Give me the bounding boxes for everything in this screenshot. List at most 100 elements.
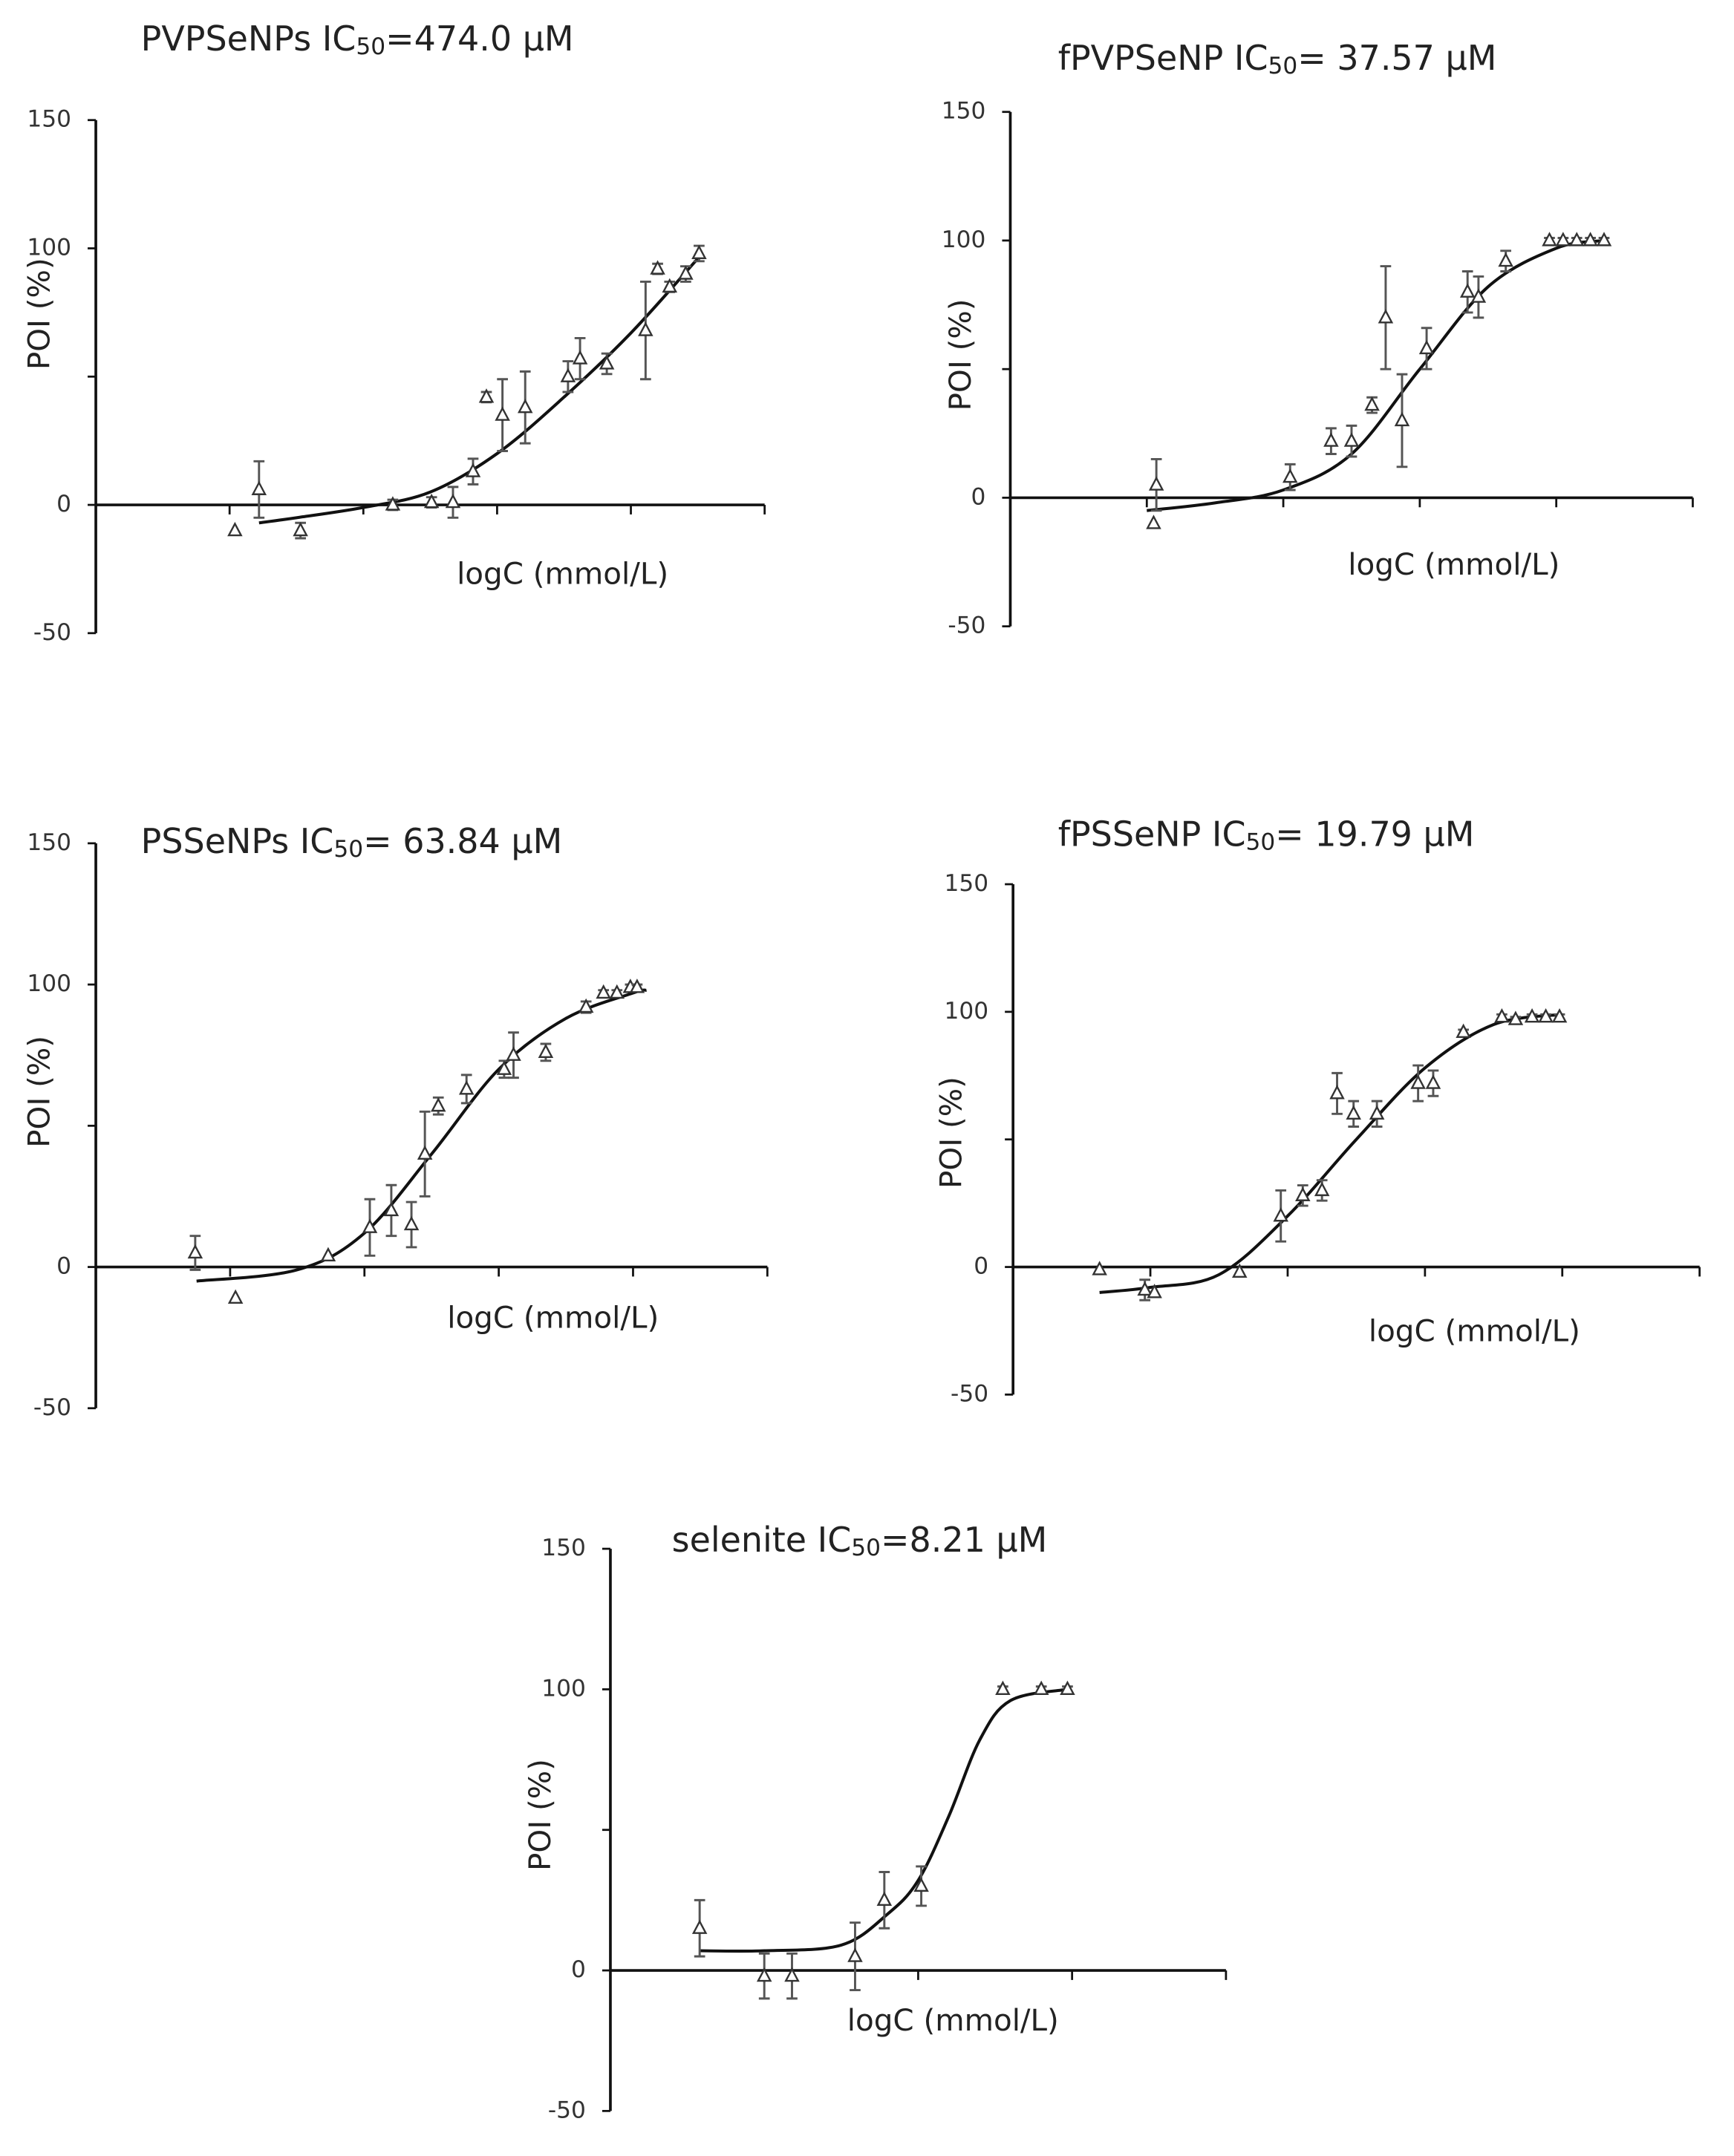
title-part: = 63.84 μM — [363, 820, 562, 860]
data-point — [385, 496, 401, 511]
data-point — [465, 463, 481, 477]
data-point — [1410, 1074, 1426, 1089]
data-point — [1555, 232, 1571, 246]
y-axis-label: POI (%) — [22, 258, 57, 370]
y-tick-label: 150 — [27, 829, 71, 856]
chart-title: selenite IC50=8.21 μM — [672, 1519, 1048, 1561]
title-part: selenite IC — [672, 1519, 852, 1559]
y-tick-label: 150 — [942, 98, 986, 125]
data-point — [458, 1080, 475, 1095]
data-point — [1092, 1261, 1107, 1275]
data-point — [1596, 232, 1612, 246]
data-point — [1282, 468, 1298, 483]
data-point — [227, 521, 243, 537]
data-point — [691, 244, 707, 260]
data-point — [227, 1289, 244, 1304]
y-tick-label: 0 — [971, 483, 986, 510]
data-point — [517, 399, 533, 414]
data-point — [1508, 1010, 1524, 1025]
data-point — [423, 493, 440, 509]
title-subscript: 50 — [356, 33, 385, 60]
data-point — [1394, 411, 1410, 427]
data-point — [445, 493, 461, 509]
data-point — [1146, 514, 1161, 529]
title-subscript: 50 — [333, 836, 363, 863]
x-axis-label: logC (mmol/L) — [847, 2002, 1059, 2038]
data-point — [293, 521, 308, 537]
data-point — [1418, 339, 1435, 355]
title-part: PVPSeNPs IC — [141, 19, 356, 59]
y-tick-label: 0 — [571, 1956, 586, 1983]
title-part: fPVPSeNP IC — [1058, 37, 1268, 77]
data-point — [1459, 283, 1476, 298]
fit-curve — [196, 988, 647, 1283]
data-point — [662, 278, 678, 293]
data-point — [1329, 1085, 1345, 1100]
y-tick-label: 0 — [56, 491, 71, 517]
data-point — [1148, 476, 1164, 491]
x-axis-label: logC (mmol/L) — [447, 1299, 659, 1335]
title-subscript: 50 — [1246, 829, 1276, 856]
data-point — [1568, 232, 1585, 246]
data-point — [495, 406, 510, 421]
data-point — [876, 1891, 893, 1907]
data-point — [1273, 1207, 1288, 1222]
data-point — [1494, 1007, 1510, 1023]
data-point — [1343, 432, 1360, 447]
data-point — [251, 480, 267, 495]
fit-curve — [1099, 1013, 1563, 1294]
chart-panel: fPVPSeNP IC50= 37.57 μM -50 0 100 150 logC (m… — [942, 37, 1694, 639]
y-tick-label: 100 — [27, 235, 71, 261]
title-part: PSSeNPs IC — [141, 820, 334, 860]
y-tick-label: -50 — [33, 1394, 71, 1421]
title-part: fPSSeNP IC — [1058, 814, 1246, 854]
y-axis-label: POI (%) — [942, 298, 978, 411]
x-axis-label: logC (mmol/L) — [1348, 546, 1559, 582]
y-tick-label: 100 — [942, 226, 986, 253]
data-point — [1378, 309, 1394, 324]
data-point — [784, 1967, 800, 1982]
y-tick-label: 100 — [944, 998, 988, 1025]
data-point — [1551, 1007, 1568, 1023]
chart-panel: fPSSeNP IC50= 19.79 μM -50 0 100 150 logC (mm… — [933, 814, 1701, 1407]
y-axis-label: POI (%) — [522, 1759, 558, 1871]
y-tick-label: -50 — [948, 612, 985, 639]
data-point — [995, 1680, 1011, 1696]
data-point — [1323, 432, 1339, 447]
fit-curve — [700, 1688, 1068, 1953]
data-point — [1498, 252, 1513, 267]
y-tick-label: 100 — [541, 1675, 586, 1702]
chart-title: PVPSeNPs IC50=474.0 μM — [141, 19, 574, 61]
y-tick-label: 150 — [944, 870, 988, 897]
data-point — [506, 1046, 521, 1061]
chart-title: fPVPSeNP IC50= 37.57 μM — [1058, 37, 1497, 79]
data-point — [756, 1967, 772, 1982]
title-part: = 19.79 μM — [1275, 814, 1474, 854]
data-point — [1425, 1074, 1441, 1089]
y-tick-label: 0 — [56, 1253, 71, 1280]
data-point — [572, 350, 588, 365]
data-point — [496, 1060, 512, 1075]
data-point — [320, 1247, 336, 1261]
data-point — [1314, 1181, 1330, 1197]
data-point — [1542, 232, 1557, 246]
data-point — [1033, 1680, 1049, 1696]
data-point — [430, 1097, 446, 1112]
y-axis-label: POI (%) — [933, 1077, 968, 1189]
data-point — [1295, 1186, 1311, 1201]
data-point — [650, 260, 665, 275]
title-part: = 37.57 μM — [1297, 37, 1496, 77]
data-point — [913, 1877, 929, 1892]
chart-panel: selenite IC50=8.21 μM -50 0 100 150 logC (mmo… — [522, 1519, 1228, 2123]
data-point — [383, 1201, 400, 1217]
title-subscript: 50 — [851, 1535, 881, 1561]
data-point — [1060, 1680, 1075, 1696]
chart-title: fPSSeNP IC50= 19.79 μM — [1058, 814, 1475, 856]
data-point — [1369, 1105, 1385, 1120]
data-point — [1231, 1263, 1248, 1278]
data-point — [638, 321, 653, 336]
data-point — [691, 1919, 708, 1934]
fit-curve — [1147, 238, 1605, 512]
